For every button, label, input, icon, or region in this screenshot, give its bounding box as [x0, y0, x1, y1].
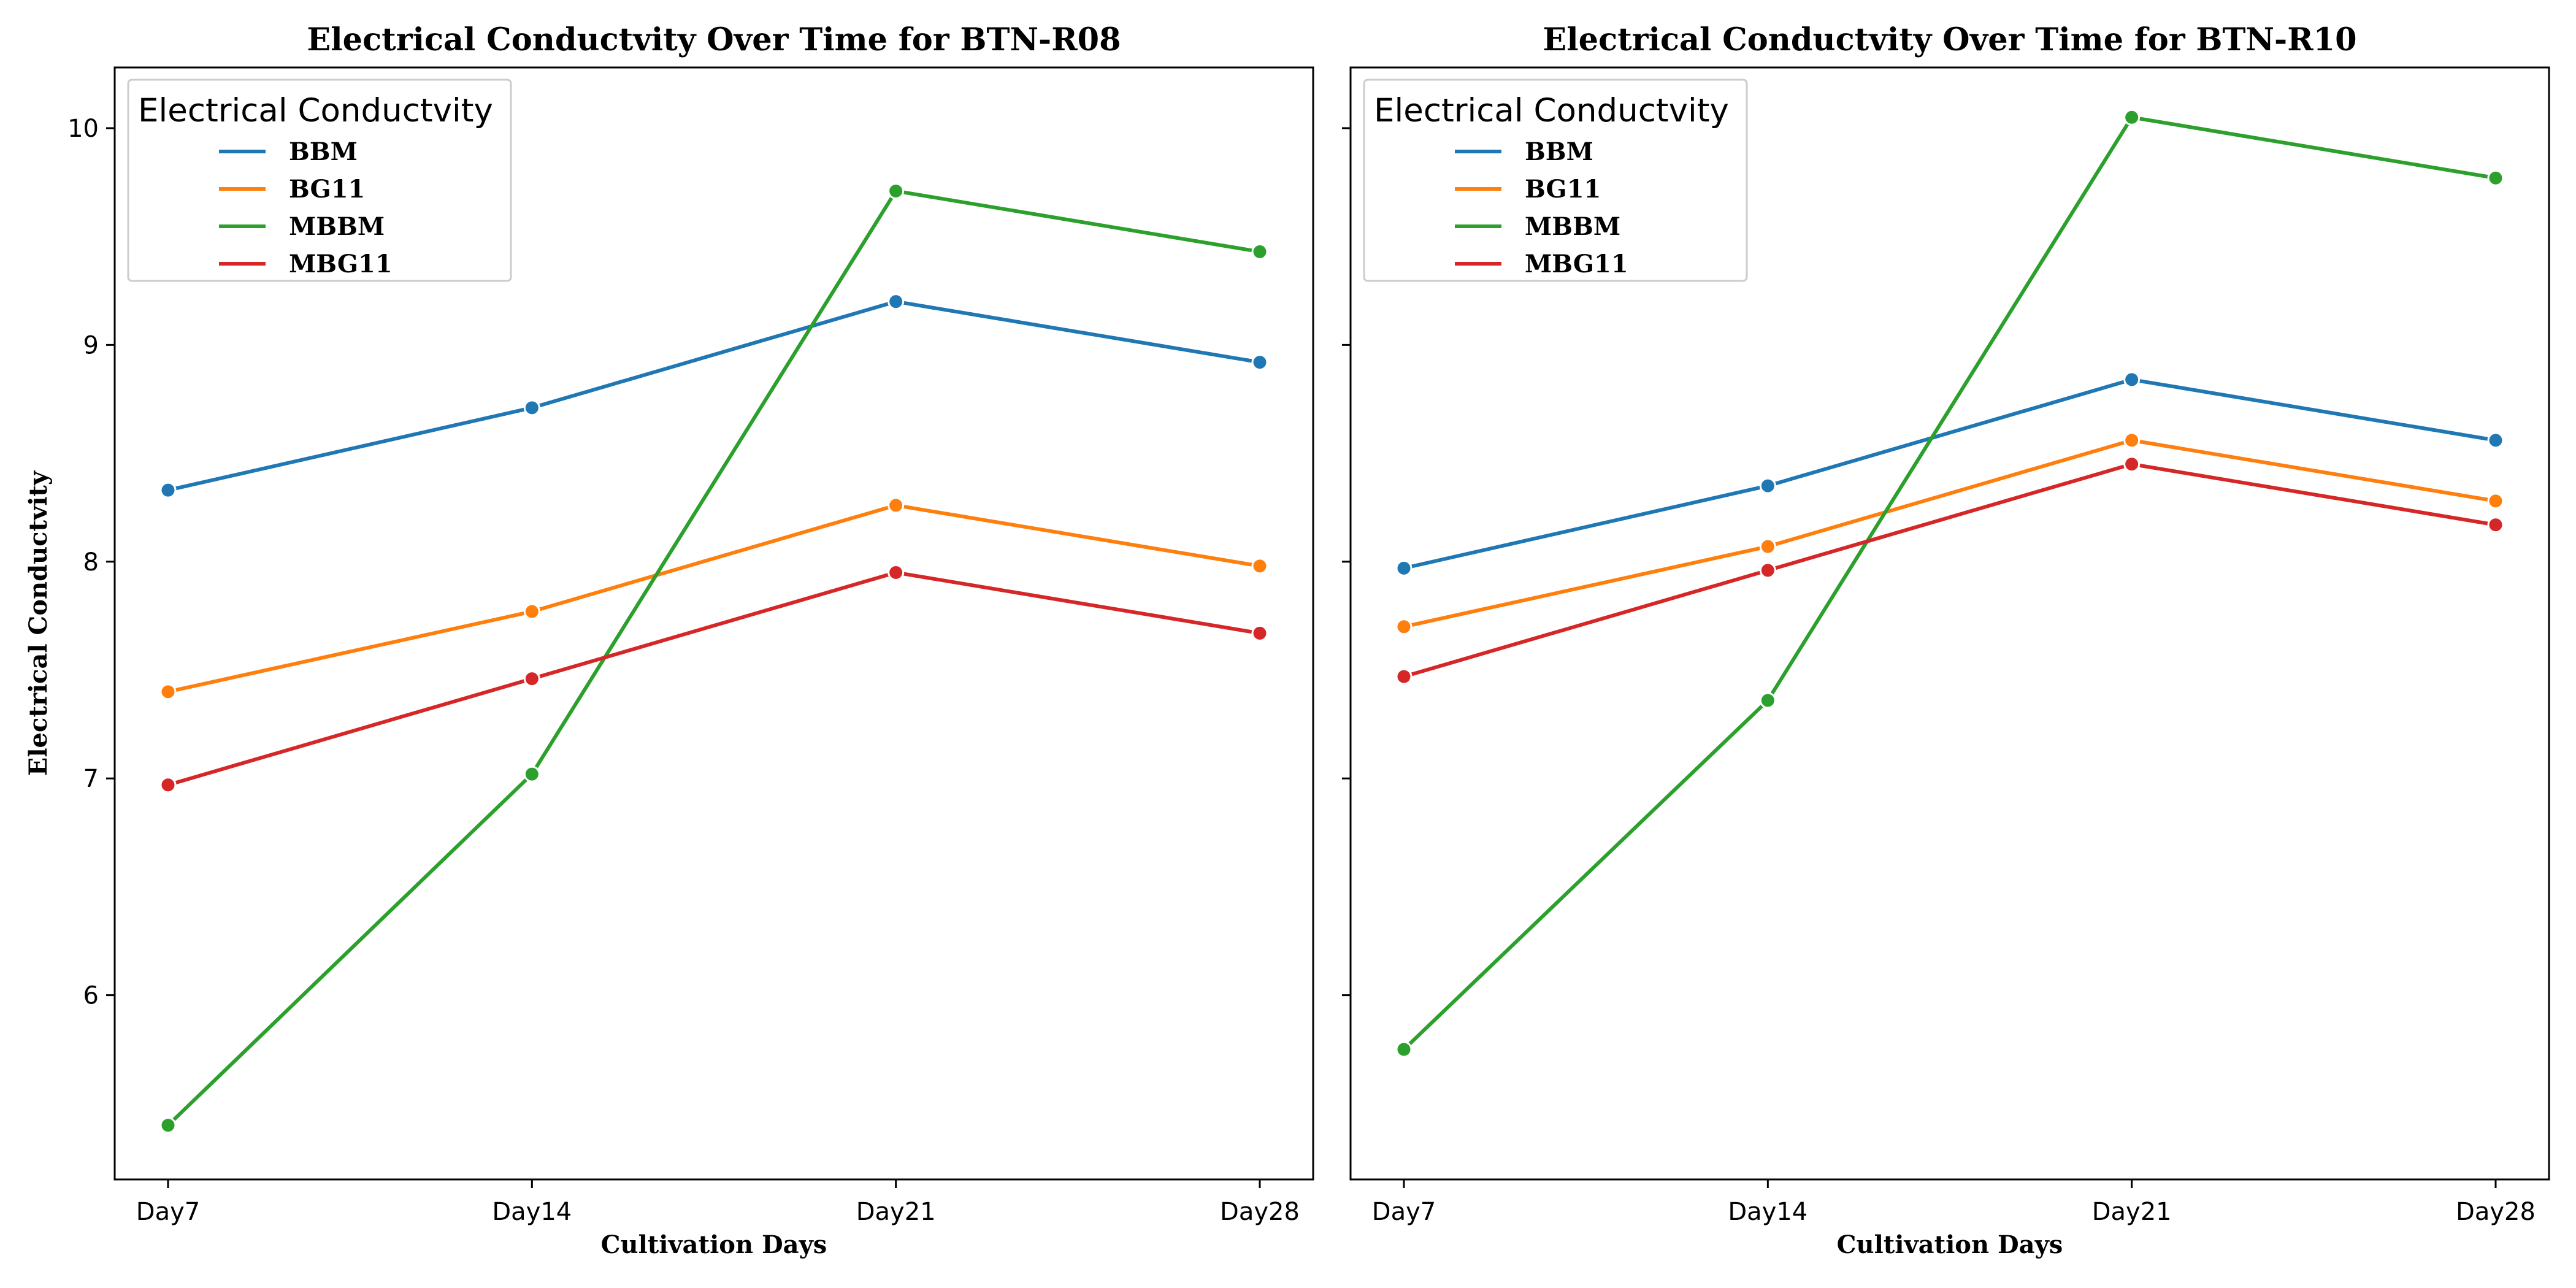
- data-point-mbbm: [2123, 109, 2141, 126]
- series-line-bbm: [1403, 377, 2496, 570]
- series-mbbm: [1395, 109, 2504, 1058]
- data-point-bg11: [2487, 493, 2504, 510]
- legend-label-bg11: BG11: [289, 175, 365, 204]
- x-axis-label: Cultivation Days: [1837, 1230, 2063, 1259]
- data-point-bbm: [887, 293, 905, 310]
- series-line-bg11: [167, 503, 1260, 694]
- x-tick-label: Day21: [2092, 1198, 2172, 1226]
- x-tick-label: Day14: [492, 1198, 572, 1226]
- series-mbg11: [159, 564, 1268, 794]
- series-bg11: [159, 497, 1268, 700]
- data-point-mbg11: [1395, 668, 1413, 685]
- data-point-bbm: [2487, 432, 2504, 449]
- legend-box: [127, 79, 512, 282]
- data-point-bbm: [1251, 354, 1268, 371]
- legend-label-bg11: BG11: [1525, 175, 1601, 204]
- chart-panel-1: Electrical Conductvity Over Time for BTN…: [24, 21, 1314, 1259]
- data-point-bg11: [1759, 538, 1776, 555]
- x-tick-label: Day28: [2456, 1198, 2536, 1226]
- legend-title: Electrical Conductvity: [138, 92, 493, 129]
- plot-frame: [1349, 66, 2550, 1181]
- data-point-bg11: [1251, 558, 1268, 575]
- series-bbm: [1395, 371, 2504, 577]
- data-point-bg11: [159, 683, 177, 700]
- legend: Electrical Conductvity BBM BG11 MBBM MBG11: [127, 79, 512, 282]
- y-tick-label: 8: [83, 548, 99, 577]
- data-point-mbg11: [1759, 562, 1776, 579]
- legend-label-mbg11: MBG11: [1525, 250, 1628, 278]
- series-line-mbbm: [1402, 115, 2496, 1051]
- data-point-bg11: [1395, 618, 1413, 635]
- data-point-mbbm: [887, 182, 905, 199]
- y-tick-label: 6: [83, 982, 99, 1010]
- series-line-mbbm: [166, 189, 1260, 1127]
- data-point-mbbm: [1759, 692, 1776, 709]
- data-point-mbg11: [887, 564, 905, 581]
- data-point-bbm: [523, 399, 540, 416]
- data-point-mbbm: [1395, 1041, 1413, 1058]
- series-bbm: [159, 293, 1268, 499]
- legend-title: Electrical Conductvity: [1374, 92, 1729, 129]
- data-point-bbm: [1759, 477, 1776, 494]
- data-point-bg11: [2123, 432, 2141, 449]
- plot-frame: [113, 66, 1314, 1181]
- data-point-mbg11: [2123, 456, 2141, 473]
- chart-title: Electrical Conductvity Over Time for BTN…: [307, 21, 1121, 58]
- y-axis-label: Electrical Conductvity: [24, 470, 53, 776]
- series-mbg11: [1395, 456, 2504, 685]
- legend-box: [1363, 79, 1748, 282]
- series-mbbm: [159, 182, 1268, 1134]
- data-point-mbg11: [1251, 624, 1268, 642]
- legend-label-bbm: BBM: [1525, 137, 1593, 166]
- legend-label-bbm: BBM: [289, 137, 358, 166]
- legend-label-mbbm: MBBM: [289, 212, 385, 241]
- chart-panel-2: Electrical Conductvity Over Time for BTN…: [1342, 21, 2550, 1259]
- y-tick-label: 10: [67, 115, 99, 143]
- data-point-bg11: [523, 603, 540, 620]
- series-line-mbg11: [1403, 462, 2496, 678]
- data-point-bg11: [887, 497, 905, 514]
- x-tick-label: Day7: [1372, 1198, 1436, 1226]
- y-tick-label: 7: [83, 765, 99, 793]
- legend-label-mbbm: MBBM: [1525, 212, 1620, 241]
- series-bg11: [1395, 432, 2504, 635]
- chart-title: Electrical Conductvity Over Time for BTN…: [1543, 21, 2356, 58]
- data-point-mbg11: [159, 776, 177, 794]
- data-point-mbbm: [1251, 243, 1268, 260]
- x-tick-label: Day7: [136, 1198, 200, 1226]
- x-tick-label: Day14: [1728, 1198, 1807, 1226]
- data-point-mbg11: [523, 670, 540, 688]
- data-point-bbm: [1395, 559, 1413, 577]
- data-point-mbbm: [523, 765, 540, 783]
- data-point-bbm: [2123, 371, 2141, 388]
- y-tick-label: 9: [83, 331, 99, 359]
- data-point-mbbm: [2487, 169, 2504, 186]
- x-axis-label: Cultivation Days: [601, 1230, 827, 1259]
- legend: Electrical Conductvity BBM BG11 MBBM MBG11: [1363, 79, 1748, 282]
- series-line-bbm: [167, 299, 1260, 493]
- series-line-bg11: [1403, 438, 2496, 629]
- x-tick-label: Day21: [856, 1198, 936, 1226]
- legend-label-mbg11: MBG11: [289, 250, 393, 278]
- series-line-mbg11: [167, 570, 1260, 787]
- data-point-mbbm: [159, 1117, 177, 1134]
- data-point-mbg11: [2487, 516, 2504, 534]
- data-point-bbm: [159, 481, 177, 499]
- x-tick-label: Day28: [1220, 1198, 1300, 1226]
